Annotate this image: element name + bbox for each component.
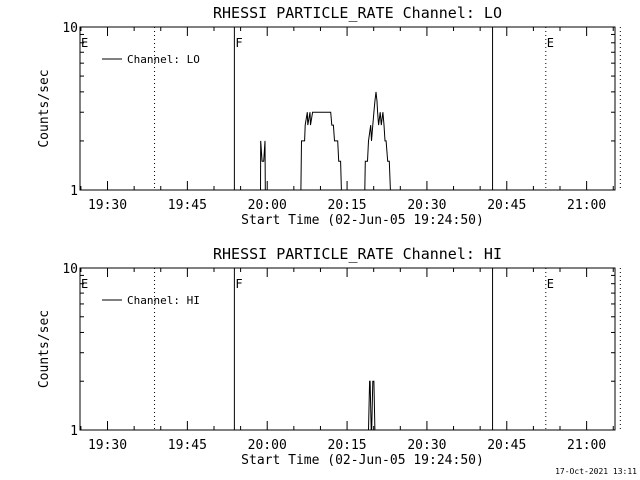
x-tick-label: 20:00 xyxy=(248,198,287,213)
flag-label: E xyxy=(81,36,88,50)
x-tick-label: 20:15 xyxy=(328,438,367,453)
x-tick-label: 21:00 xyxy=(567,198,606,213)
legend-label: Channel: HI xyxy=(127,294,200,307)
x-tick-label: 19:30 xyxy=(88,198,127,213)
y-tick-label: 10 xyxy=(62,21,78,36)
data-series-line xyxy=(368,380,376,431)
x-axis-label: Start Time (02-Jun-05 19:24:50) xyxy=(241,453,484,468)
x-tick-label: 20:15 xyxy=(328,198,367,213)
chart-panel-hi: RHESSI PARTICLE_RATE Channel: HI 19:30 19:… xyxy=(37,245,621,468)
x-tick-label: 19:45 xyxy=(168,198,207,213)
x-tick-label: 20:30 xyxy=(407,198,446,213)
flag-label: F xyxy=(235,36,242,50)
y-tick-label: 1 xyxy=(70,184,78,199)
plot-frame xyxy=(79,26,616,191)
x-tick-label: 19:45 xyxy=(168,438,207,453)
x-tick-label: 19:30 xyxy=(88,438,127,453)
footer-timestamp: 17-Oct-2021 13:11 xyxy=(555,467,637,476)
chart-panel-lo: RHESSI PARTICLE_RATE Channel: LO 19:30 19:… xyxy=(37,4,621,228)
y-tick-label: 1 xyxy=(70,424,78,439)
flag-label: E xyxy=(547,36,554,50)
x-tick-label: 20:45 xyxy=(487,198,526,213)
chart-title: RHESSI PARTICLE_RATE Channel: HI xyxy=(213,245,502,263)
flag-label: E xyxy=(547,277,554,291)
chart-title: RHESSI PARTICLE_RATE Channel: LO xyxy=(213,4,502,22)
y-axis-label: Counts/sec xyxy=(37,310,52,388)
legend-label: Channel: LO xyxy=(127,53,200,66)
x-tick-label: 21:00 xyxy=(567,438,606,453)
x-tick-label: 20:00 xyxy=(248,438,287,453)
y-tick-label: 10 xyxy=(62,262,78,277)
x-tick-label: 20:30 xyxy=(407,438,446,453)
x-tick-label: 20:45 xyxy=(487,438,526,453)
flag-label: F xyxy=(235,277,242,291)
y-axis-label: Counts/sec xyxy=(37,69,52,147)
plot-frame xyxy=(79,267,616,431)
data-series-line xyxy=(260,91,392,191)
x-axis-label: Start Time (02-Jun-05 19:24:50) xyxy=(241,213,484,228)
flag-label: E xyxy=(81,277,88,291)
